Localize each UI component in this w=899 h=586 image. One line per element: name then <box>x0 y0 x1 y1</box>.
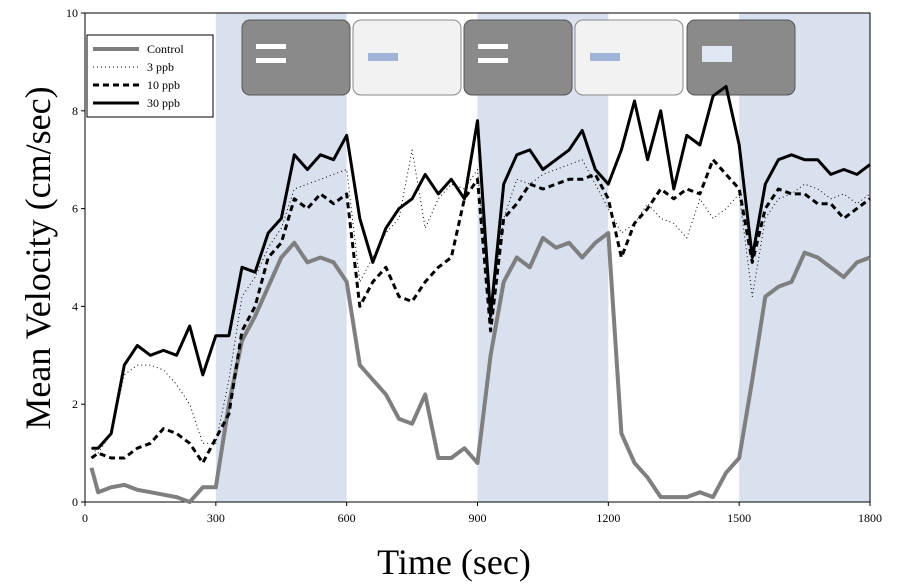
series-line <box>91 149 871 454</box>
inset-image <box>463 19 573 96</box>
inset-image <box>368 53 398 61</box>
x-tick-label: 900 <box>469 511 487 525</box>
inset-images <box>241 19 796 96</box>
x-tick-label: 600 <box>338 511 356 525</box>
y-tick-label: 4 <box>72 299 78 313</box>
inset-image <box>256 44 286 49</box>
inset-image <box>478 58 508 63</box>
y-tick-label: 10 <box>66 6 78 20</box>
series-line <box>90 158 871 465</box>
x-axis-title: Time (sec) <box>377 542 531 582</box>
legend-label: Control <box>147 42 184 56</box>
series-line <box>91 84 871 450</box>
inset-image <box>590 53 620 61</box>
x-tick-label: 1500 <box>727 511 751 525</box>
legend-label: 3 ppb <box>147 60 174 74</box>
x-tick-label: 1800 <box>858 511 882 525</box>
x-tick-label: 1200 <box>596 511 620 525</box>
y-tick-label: 8 <box>72 104 78 118</box>
inset-image <box>241 19 351 96</box>
legend-label: 30 ppb <box>147 96 180 110</box>
y-axis-title: Mean Velocity (cm/sec) <box>18 86 58 429</box>
y-tick-label: 2 <box>72 397 78 411</box>
inset-image <box>352 19 462 96</box>
series-line <box>89 231 871 504</box>
y-tick-label: 0 <box>72 495 78 509</box>
inset-image <box>574 19 684 96</box>
inset-image <box>256 58 286 63</box>
legend: Control 3 ppb 10 ppb 30 ppb <box>86 34 214 118</box>
x-tick-label: 0 <box>82 511 88 525</box>
legend-label: 10 ppb <box>147 78 180 92</box>
inset-image <box>686 19 796 96</box>
inset-image <box>702 46 732 62</box>
y-tick-label: 6 <box>72 202 78 216</box>
inset-image <box>478 44 508 49</box>
x-tick-label: 300 <box>207 511 225 525</box>
